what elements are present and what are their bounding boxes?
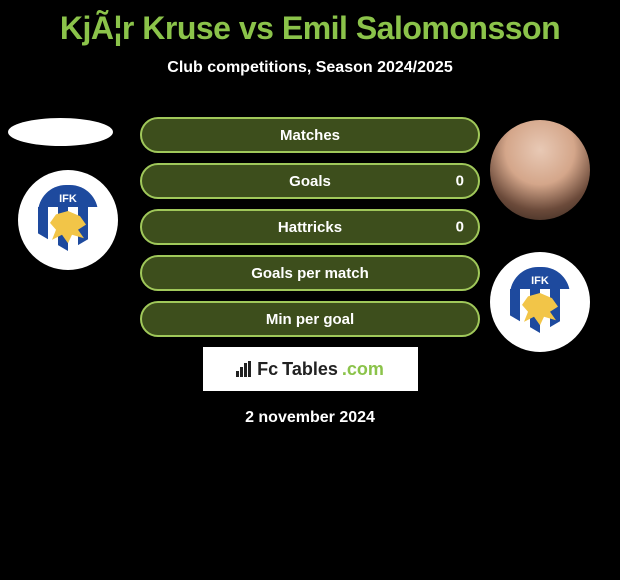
stat-label: Min per goal xyxy=(266,311,354,328)
brand-suffix: .com xyxy=(342,359,384,380)
stat-label: Goals xyxy=(289,173,331,190)
stat-row-hattricks: Hattricks 0 xyxy=(140,209,480,245)
stat-row-matches: Matches xyxy=(140,117,480,153)
stat-row-mpg: Min per goal xyxy=(140,301,480,337)
bars-icon xyxy=(236,361,251,377)
footer-date: 2 november 2024 xyxy=(0,409,620,427)
brand-main: Tables xyxy=(282,359,338,380)
brand-prefix: Fc xyxy=(257,359,278,380)
stats-container: Matches Goals 0 Hattricks 0 Goals per ma… xyxy=(0,117,620,427)
stat-label: Matches xyxy=(280,127,340,144)
footer-brand: FcTables.com xyxy=(257,359,384,380)
stat-right-value: 0 xyxy=(456,173,464,190)
footer-brand-box: FcTables.com xyxy=(203,347,418,391)
page-subtitle: Club competitions, Season 2024/2025 xyxy=(0,59,620,77)
stat-label: Hattricks xyxy=(278,219,342,236)
page-title: KjÃ¦r Kruse vs Emil Salomonsson xyxy=(0,0,620,47)
stat-right-value: 0 xyxy=(456,219,464,236)
stat-label: Goals per match xyxy=(251,265,369,282)
stat-row-goals: Goals 0 xyxy=(140,163,480,199)
stat-row-gpm: Goals per match xyxy=(140,255,480,291)
